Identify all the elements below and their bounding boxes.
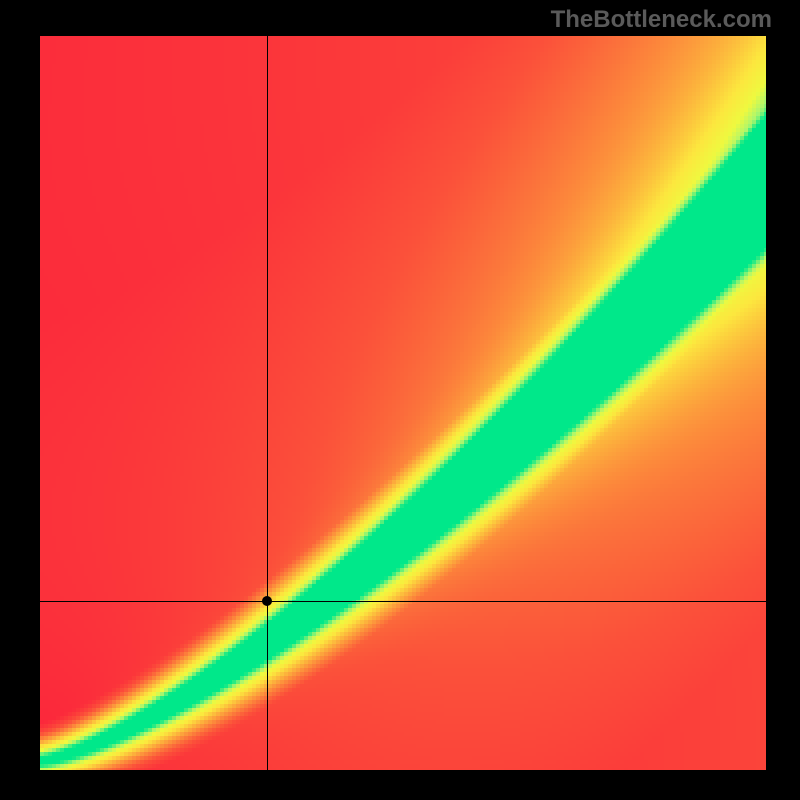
crosshair-vertical [267,36,268,770]
heatmap-plot [40,36,766,770]
heatmap-canvas [40,36,766,770]
crosshair-point [262,596,272,606]
crosshair-horizontal [40,601,766,602]
watermark-text: TheBottleneck.com [551,6,772,34]
